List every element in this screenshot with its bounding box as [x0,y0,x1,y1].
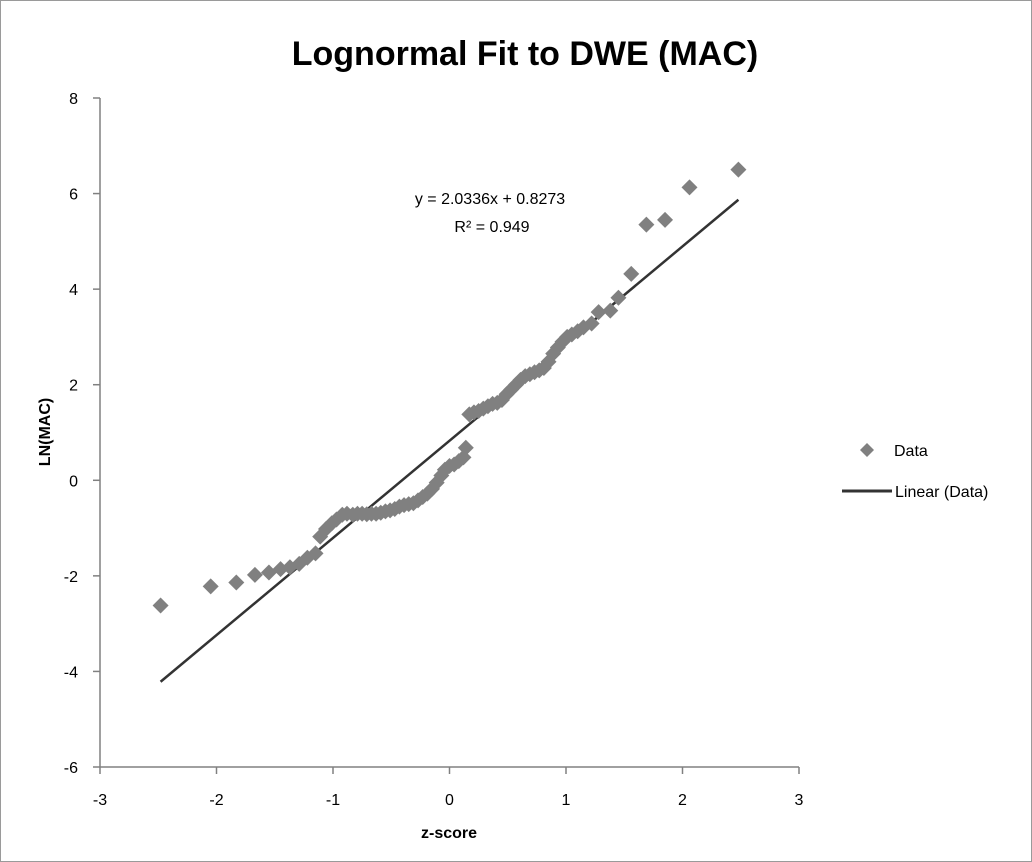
data-point [583,315,600,332]
y-ticks: -6 -4 -2 0 2 4 6 8 [64,91,100,777]
x-tick-label: 1 [562,792,571,809]
y-tick-label: -6 [64,760,78,777]
plot-area: -3 -2 -1 0 1 2 3 -6 -4 -2 0 2 4 6 8 [64,91,804,809]
x-tick-label: 2 [678,792,687,809]
data-point [457,439,474,456]
data-point [623,265,640,282]
legend-diamond-icon [860,443,874,457]
y-tick-label: -4 [64,664,78,681]
trendline-layer [159,198,740,683]
data-point [638,216,655,233]
data-point [590,304,607,321]
data-point [246,566,263,583]
data-points-layer [152,161,747,614]
legend-label-linear: Linear (Data) [895,484,988,501]
x-tick-label: -1 [326,792,340,809]
y-tick-label: 4 [69,282,78,299]
y-tick-label: 2 [69,378,78,395]
x-ticks: -3 -2 -1 0 1 2 3 [93,767,804,809]
regression-equation: y = 2.0336x + 0.8273 [415,191,565,208]
y-tick-label: -2 [64,569,78,586]
y-tick-label: 8 [69,91,78,108]
data-point [610,289,627,306]
y-tick-label: 0 [69,473,78,490]
x-tick-label: -2 [209,792,223,809]
data-point [681,179,698,196]
legend: Data Linear (Data) [842,443,988,501]
data-point [202,578,219,595]
y-axis-title: LN(MAC) [37,398,54,466]
data-point [730,161,747,178]
data-point [260,564,277,581]
x-tick-label: 0 [445,792,454,809]
x-tick-label: -3 [93,792,107,809]
data-point [328,511,345,528]
data-point [307,545,324,562]
data-point [498,386,515,403]
data-point [657,211,674,228]
data-point [152,597,169,614]
data-point [228,574,245,591]
r-squared-label: R² = 0.949 [454,219,529,236]
y-tick-label: 6 [69,187,78,204]
x-axis-title: z-score [421,825,477,842]
legend-label-data: Data [894,443,928,460]
data-point [602,302,619,319]
trendline [159,198,740,683]
chart-title: Lognormal Fit to DWE (MAC) [292,35,758,73]
x-tick-label: 3 [795,792,804,809]
